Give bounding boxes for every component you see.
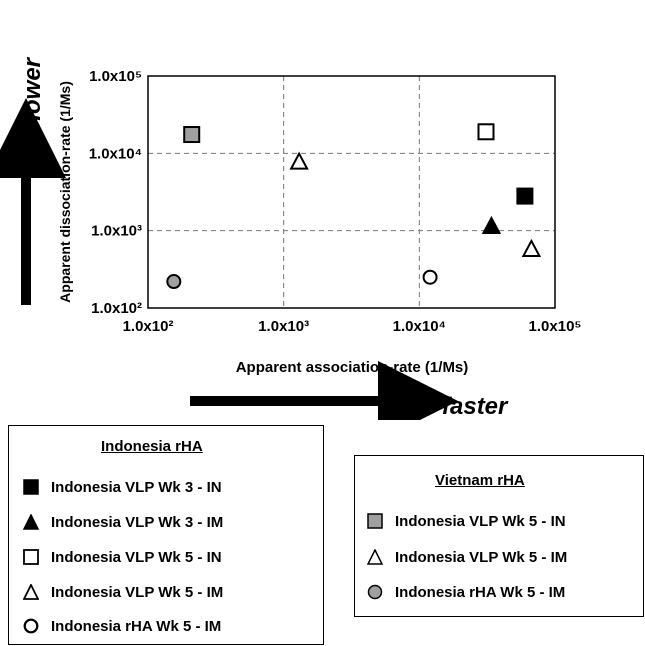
open-circle-marker-icon <box>23 618 39 634</box>
legend-item: Indonesia rHA Wk 5 - IM <box>367 581 565 603</box>
triangle-data-point <box>481 215 502 234</box>
legend-item: Indonesia VLP Wk 3 - IN <box>23 476 222 498</box>
legend-vietnam: Vietnam rHA Indonesia VLP Wk 5 - IN Indo… <box>354 455 644 617</box>
open-triangle-marker-icon <box>367 549 383 565</box>
y-tick-label: 1.0x10³ <box>91 223 142 240</box>
circle-data-point <box>422 269 438 285</box>
legend-item: Indonesia VLP Wk 5 - IM <box>367 546 567 568</box>
y-axis-label: Apparent dissociation-rate (1/Ms) <box>57 81 73 303</box>
legend-vietnam-title: Vietnam rHA <box>435 472 525 489</box>
open-triangle-marker-icon <box>23 584 39 600</box>
filled-triangle-marker-icon <box>23 514 39 530</box>
x-tick-label: 1.0x10⁵ <box>529 318 582 335</box>
legend-item: Indonesia VLP Wk 5 - IN <box>367 510 566 532</box>
x-tick-label: 1.0x10³ <box>258 318 309 335</box>
square-data-point <box>516 187 534 205</box>
y-tick-label: 1.0x10² <box>91 300 142 317</box>
gray-square-marker-icon <box>367 513 383 529</box>
gray-circle-marker-icon <box>367 584 383 600</box>
legend-item-label: Indonesia rHA Wk 5 - IM <box>395 583 566 601</box>
y-tick-label: 1.0x10⁴ <box>89 145 142 162</box>
legend-item-label: Indonesia VLP Wk 3 - IN <box>51 478 222 496</box>
grid-lines <box>148 76 555 308</box>
legend-item-label: Indonesia VLP Wk 5 - IN <box>395 512 566 530</box>
legend-indonesia-title: Indonesia rHA <box>101 438 203 455</box>
x-tick-labels: 1.0x10² 1.0x10³ 1.0x10⁴ 1.0x10⁵ <box>123 318 582 335</box>
legend-item: Indonesia VLP Wk 5 - IN <box>23 546 222 568</box>
legend-item-label: Indonesia VLP Wk 5 - IM <box>395 548 568 566</box>
legend-item-label: Indonesia VLP Wk 3 - IM <box>51 513 224 531</box>
slower-label: slower <box>19 56 46 134</box>
faster-label: faster <box>442 393 509 420</box>
legend-item: Indonesia VLP Wk 5 - IM <box>23 581 223 603</box>
data-points <box>166 123 542 290</box>
square-data-point <box>477 123 495 141</box>
kinetics-scatter-chart: 1.0x10² 1.0x10³ 1.0x10⁴ 1.0x10⁵ 1.0x10²1.0x… <box>0 56 582 420</box>
legend-item-label: Indonesia VLP Wk 5 - IM <box>51 583 224 601</box>
legend-item-label: Indonesia VLP Wk 5 - IN <box>51 548 222 566</box>
y-tick-label: 1.0x10⁵ <box>89 68 142 85</box>
x-tick-label: 1.0x10⁴ <box>393 318 446 335</box>
x-axis-label: Apparent association-rate (1/Ms) <box>236 359 469 376</box>
legend-item: Indonesia VLP Wk 3 - IM <box>23 511 223 533</box>
x-tick-label: 1.0x10² <box>123 318 174 335</box>
legend-indonesia: Indonesia rHA Indonesia VLP Wk 3 - IN In… <box>8 425 324 645</box>
circle-data-point <box>166 274 182 290</box>
square-data-point <box>183 126 201 144</box>
plot-area-frame <box>147 75 556 309</box>
y-tick-labels: 1.0x10² 1.0x10³ 1.0x10⁴ 1.0x10⁵ <box>89 68 142 317</box>
triangle-data-point <box>289 151 309 170</box>
filled-square-marker-icon <box>23 479 39 495</box>
triangle-data-point <box>521 238 542 257</box>
legend-item: Indonesia rHA Wk 5 - IM <box>23 615 221 637</box>
legend-item-label: Indonesia rHA Wk 5 - IM <box>51 617 222 635</box>
open-square-marker-icon <box>23 549 39 565</box>
